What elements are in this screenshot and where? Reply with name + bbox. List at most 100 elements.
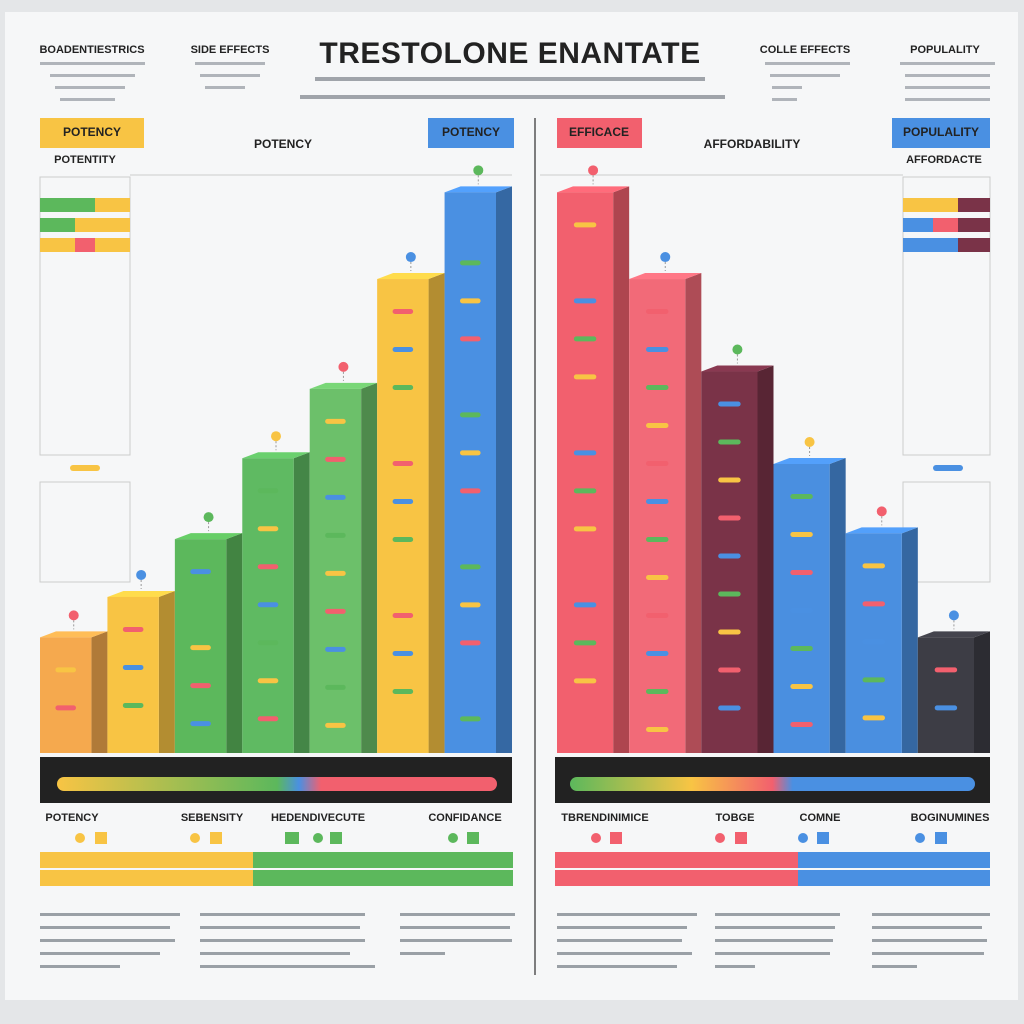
bar-stripe [573, 602, 597, 608]
bar-stripe [325, 494, 346, 500]
bar-stripe [790, 532, 813, 537]
bar-top [174, 533, 243, 540]
bar-stripe [646, 499, 669, 505]
bar-stripe [934, 667, 958, 673]
bar [377, 279, 429, 753]
bar [107, 596, 159, 753]
bar-side [901, 527, 918, 753]
legend-label: SEBENSITY [181, 812, 244, 824]
bar-stripe [718, 591, 741, 597]
bar-stripe [646, 537, 669, 543]
panel-label: POTENCY [63, 125, 121, 139]
bar-stripe [325, 722, 346, 728]
bar-stripe [257, 564, 279, 570]
bar-stripe [257, 716, 279, 722]
bar-side [361, 382, 378, 753]
bar-top [309, 382, 378, 389]
bar-stripe [325, 684, 346, 690]
legend-label: POTENCY [45, 812, 99, 824]
bar-stripe [646, 347, 669, 353]
bar-dot [588, 165, 599, 176]
bar-top [377, 273, 445, 280]
bar-stripe [325, 456, 346, 462]
bar-top [701, 365, 774, 372]
bar-stripe [646, 651, 669, 657]
bar-stripe [122, 626, 144, 632]
bar-stripe [392, 651, 414, 657]
bar-dot [948, 610, 959, 621]
header-label: BOADENTIESTRICS [39, 44, 144, 56]
bar-dot [804, 437, 815, 447]
bar-stripe [460, 564, 481, 570]
sub-label: POTENTITY [54, 154, 116, 166]
bar-stripe [392, 385, 414, 391]
bar-top [629, 273, 702, 280]
bar [40, 637, 92, 753]
bar-stripe [325, 570, 346, 576]
bar-layer [40, 165, 990, 754]
bar-stripe [460, 260, 481, 266]
bar-stripe [460, 602, 481, 608]
bar-dot [136, 569, 147, 580]
panel-label: POPULALITY [903, 125, 979, 139]
bar-stripe [460, 336, 481, 342]
bar-top [773, 458, 846, 464]
bar [444, 192, 496, 754]
legend-label: BOGINUMINES [911, 812, 990, 824]
bar-stripe [460, 640, 481, 646]
bar-stripe [573, 412, 597, 418]
bar-stripe [718, 705, 741, 711]
bar-stripe [718, 515, 741, 521]
bar-stripe [460, 716, 481, 722]
sub-label: AFFORDACTE [906, 154, 982, 166]
bar-dot [68, 610, 79, 621]
bar-stripe [646, 689, 669, 695]
bar-stripe [573, 260, 597, 266]
bar-stripe [718, 553, 741, 559]
bar-stripe [392, 347, 414, 353]
bar-stripe [646, 613, 669, 619]
bar-stripe [573, 526, 597, 532]
bar-stripe [718, 629, 741, 635]
bar-stripe [325, 646, 346, 652]
bar-stripe [190, 645, 211, 651]
bar-stripe [392, 461, 414, 467]
bar-stripe [718, 439, 741, 445]
bar-stripe [325, 608, 346, 614]
bar-side [757, 365, 774, 753]
bar-stripe [190, 721, 211, 727]
panel-label: EFFICACE [569, 125, 629, 139]
bar-stripe [646, 423, 669, 429]
bar-stripe [718, 667, 741, 673]
bar-stripe [646, 575, 669, 581]
bar-top [40, 631, 108, 638]
bar-stripe [862, 677, 885, 683]
bar-stripe [790, 494, 813, 499]
title-subtext [300, 77, 725, 99]
bar-stripe [460, 298, 481, 304]
bar-stripe [646, 727, 669, 733]
bar-stripe [573, 564, 597, 570]
bar-stripe [862, 563, 885, 569]
bar-stripe [460, 526, 481, 532]
bar-top [242, 452, 310, 459]
bar [629, 279, 686, 753]
bar-top [917, 631, 990, 638]
bar-stripe [122, 664, 144, 670]
legend-label: COMNE [800, 812, 841, 824]
bar-stripe [392, 613, 414, 619]
bar-stripe [325, 532, 346, 538]
bar-stripe [55, 667, 76, 673]
band-pill [57, 777, 497, 791]
bar-top [444, 186, 512, 193]
bar-top [845, 527, 918, 534]
label-box [892, 118, 990, 148]
bar-stripe [573, 336, 597, 342]
bar-stripe [460, 222, 481, 228]
bar-stripe [257, 526, 279, 532]
bar-stripe [862, 639, 885, 645]
bar-stripe [790, 722, 813, 727]
bar-stripe [862, 715, 885, 721]
bar-side [613, 186, 630, 754]
